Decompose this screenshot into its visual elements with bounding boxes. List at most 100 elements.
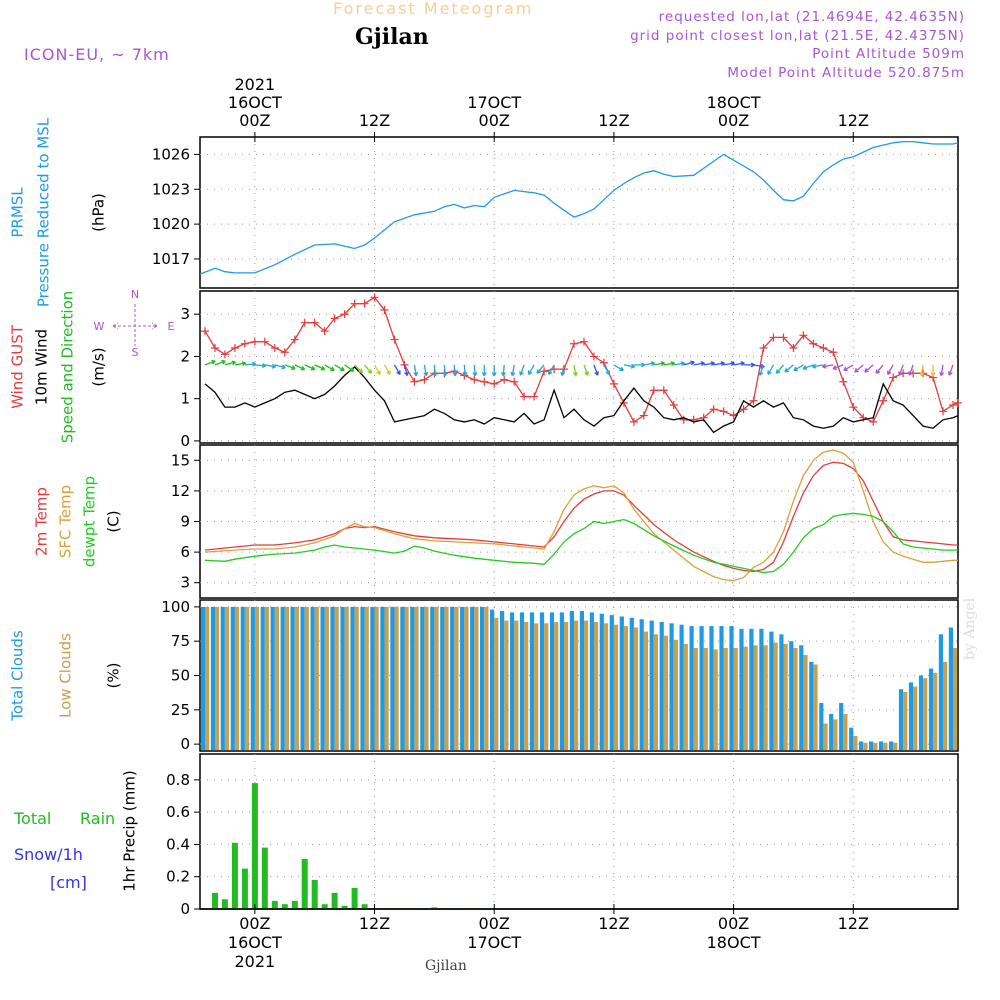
clouds-bar-1	[304, 606, 309, 750]
clouds-bar-0	[460, 606, 465, 750]
wind-arrow	[908, 364, 914, 376]
precip-ytick-label: 0.6	[166, 803, 190, 821]
clouds-ytick-label: 75	[171, 632, 190, 650]
clouds-bar-1	[454, 606, 459, 750]
clouds-bar-0	[699, 626, 704, 750]
pressure-ylabel: (hPa)	[90, 193, 108, 232]
wind-arrow	[536, 364, 545, 374]
precip-bar-0	[271, 900, 278, 909]
wind-gust-marker	[280, 348, 289, 357]
wind-arrow	[864, 364, 874, 373]
clouds-bar-1	[843, 713, 848, 750]
wind-arrow	[693, 361, 705, 367]
wind-gust-marker	[330, 314, 339, 323]
wind-ylabel: Wind GUST	[9, 324, 27, 409]
clouds-bar-0	[210, 606, 215, 750]
wind-gust-marker	[939, 407, 948, 416]
pressure-ytick-label: 1017	[152, 250, 190, 268]
gridpoint-coords: grid point closest lon,lat (21.5E, 42.43…	[630, 28, 965, 44]
wind-gust-marker	[629, 417, 638, 426]
clouds-bar-0	[240, 606, 245, 750]
wind-arrow	[442, 364, 448, 377]
clouds-bar-1	[883, 742, 888, 750]
wind-arrow	[204, 359, 216, 366]
clouds-bar-0	[230, 606, 235, 750]
temperature-panel: 3 6 9 12 15 2m Temp SFC Temp dewpt Temp (C)	[33, 444, 959, 599]
wind-gust-marker	[659, 386, 668, 395]
temperature-series-1	[204, 449, 958, 582]
point-altitude: Point Altitude 509m	[812, 46, 965, 62]
time-label-bottom: 12Z	[838, 914, 869, 933]
wind-gust-marker	[759, 344, 768, 352]
wind-gust-marker	[350, 299, 359, 308]
clouds-bar-0	[829, 713, 834, 750]
pressure-series-0	[199, 140, 959, 275]
clouds-bar-1	[863, 742, 868, 750]
wind-arrow	[324, 364, 335, 372]
clouds-bar-0	[320, 606, 325, 750]
clouds-bar-1	[514, 620, 519, 750]
wind-gust-marker	[779, 333, 788, 342]
wind-gust-marker	[829, 348, 838, 357]
clouds-bar-0	[799, 645, 804, 750]
wind-arrow	[519, 364, 525, 376]
clouds-bar-0	[390, 606, 395, 750]
clouds-bar-1	[813, 664, 818, 750]
clouds-bar-1	[294, 606, 299, 750]
clouds-bar-0	[928, 668, 934, 750]
time-label-top: 12Z	[359, 111, 390, 130]
model-label: ICON-EU, ~ 7km	[24, 45, 170, 64]
wind-gust-marker	[609, 379, 618, 388]
clouds-bar-1	[254, 606, 260, 750]
clouds-bar-1	[853, 735, 858, 750]
clouds-ylabel: Total Clouds	[9, 630, 27, 722]
compass-w: W	[94, 320, 105, 333]
wind-arrow	[354, 364, 364, 374]
wind-arrow	[334, 364, 345, 372]
model-altitude: Model Point Altitude 520.875m	[727, 65, 965, 81]
wind-arrow	[432, 364, 438, 377]
clouds-bar-1	[444, 606, 449, 750]
wind-arrow	[919, 364, 925, 377]
wind-arrow	[583, 364, 590, 376]
wind-gust-marker	[769, 333, 778, 342]
compass-rose-icon	[112, 304, 158, 346]
location-title: Gjilan	[355, 24, 429, 50]
clouds-bar-1	[633, 627, 639, 750]
wind-gust-marker	[839, 377, 848, 386]
wind-arrow	[875, 364, 884, 374]
clouds-bar-0	[629, 617, 634, 750]
clouds-bar-1	[584, 620, 589, 750]
wind-arrow	[234, 361, 247, 367]
clouds-bar-1	[913, 686, 918, 750]
temperature-series-0	[204, 461, 958, 573]
wind-gust-marker	[480, 377, 489, 386]
clouds-bar-0	[579, 611, 584, 750]
temperature-series-2	[204, 512, 958, 574]
time-label-bottom: 12Z	[598, 914, 629, 933]
precip-bar-0	[231, 842, 238, 909]
wind-arrow	[491, 364, 497, 377]
clouds-bar-1	[953, 648, 958, 750]
clouds-bar-1	[324, 606, 329, 750]
clouds-panel: 0 25 50 75 100 Total Clouds Low Clouds (%)	[9, 598, 959, 753]
precip-bar-0	[251, 783, 258, 909]
wind-series-1	[204, 366, 959, 434]
wind-arrow	[344, 364, 355, 372]
wind-arrow	[812, 363, 824, 369]
clouds-bar-1	[524, 622, 529, 750]
precip-bar-0	[331, 892, 338, 909]
requested-coords: requested lon,lat (21.4694E, 42.4635N)	[658, 9, 965, 25]
clouds-bar-1	[683, 643, 688, 750]
precip-bar-0	[431, 907, 438, 909]
wind-series-0	[204, 296, 959, 423]
clouds-bar-0	[839, 703, 844, 750]
wind-arrow	[284, 364, 296, 370]
clouds-bar-0	[480, 606, 485, 750]
wind-arrow	[274, 364, 286, 370]
precip-label-cm: [cm]	[50, 873, 87, 892]
wind-gust-marker	[400, 360, 409, 369]
wind-arrow	[510, 364, 516, 377]
wind-gust-marker	[954, 398, 962, 407]
